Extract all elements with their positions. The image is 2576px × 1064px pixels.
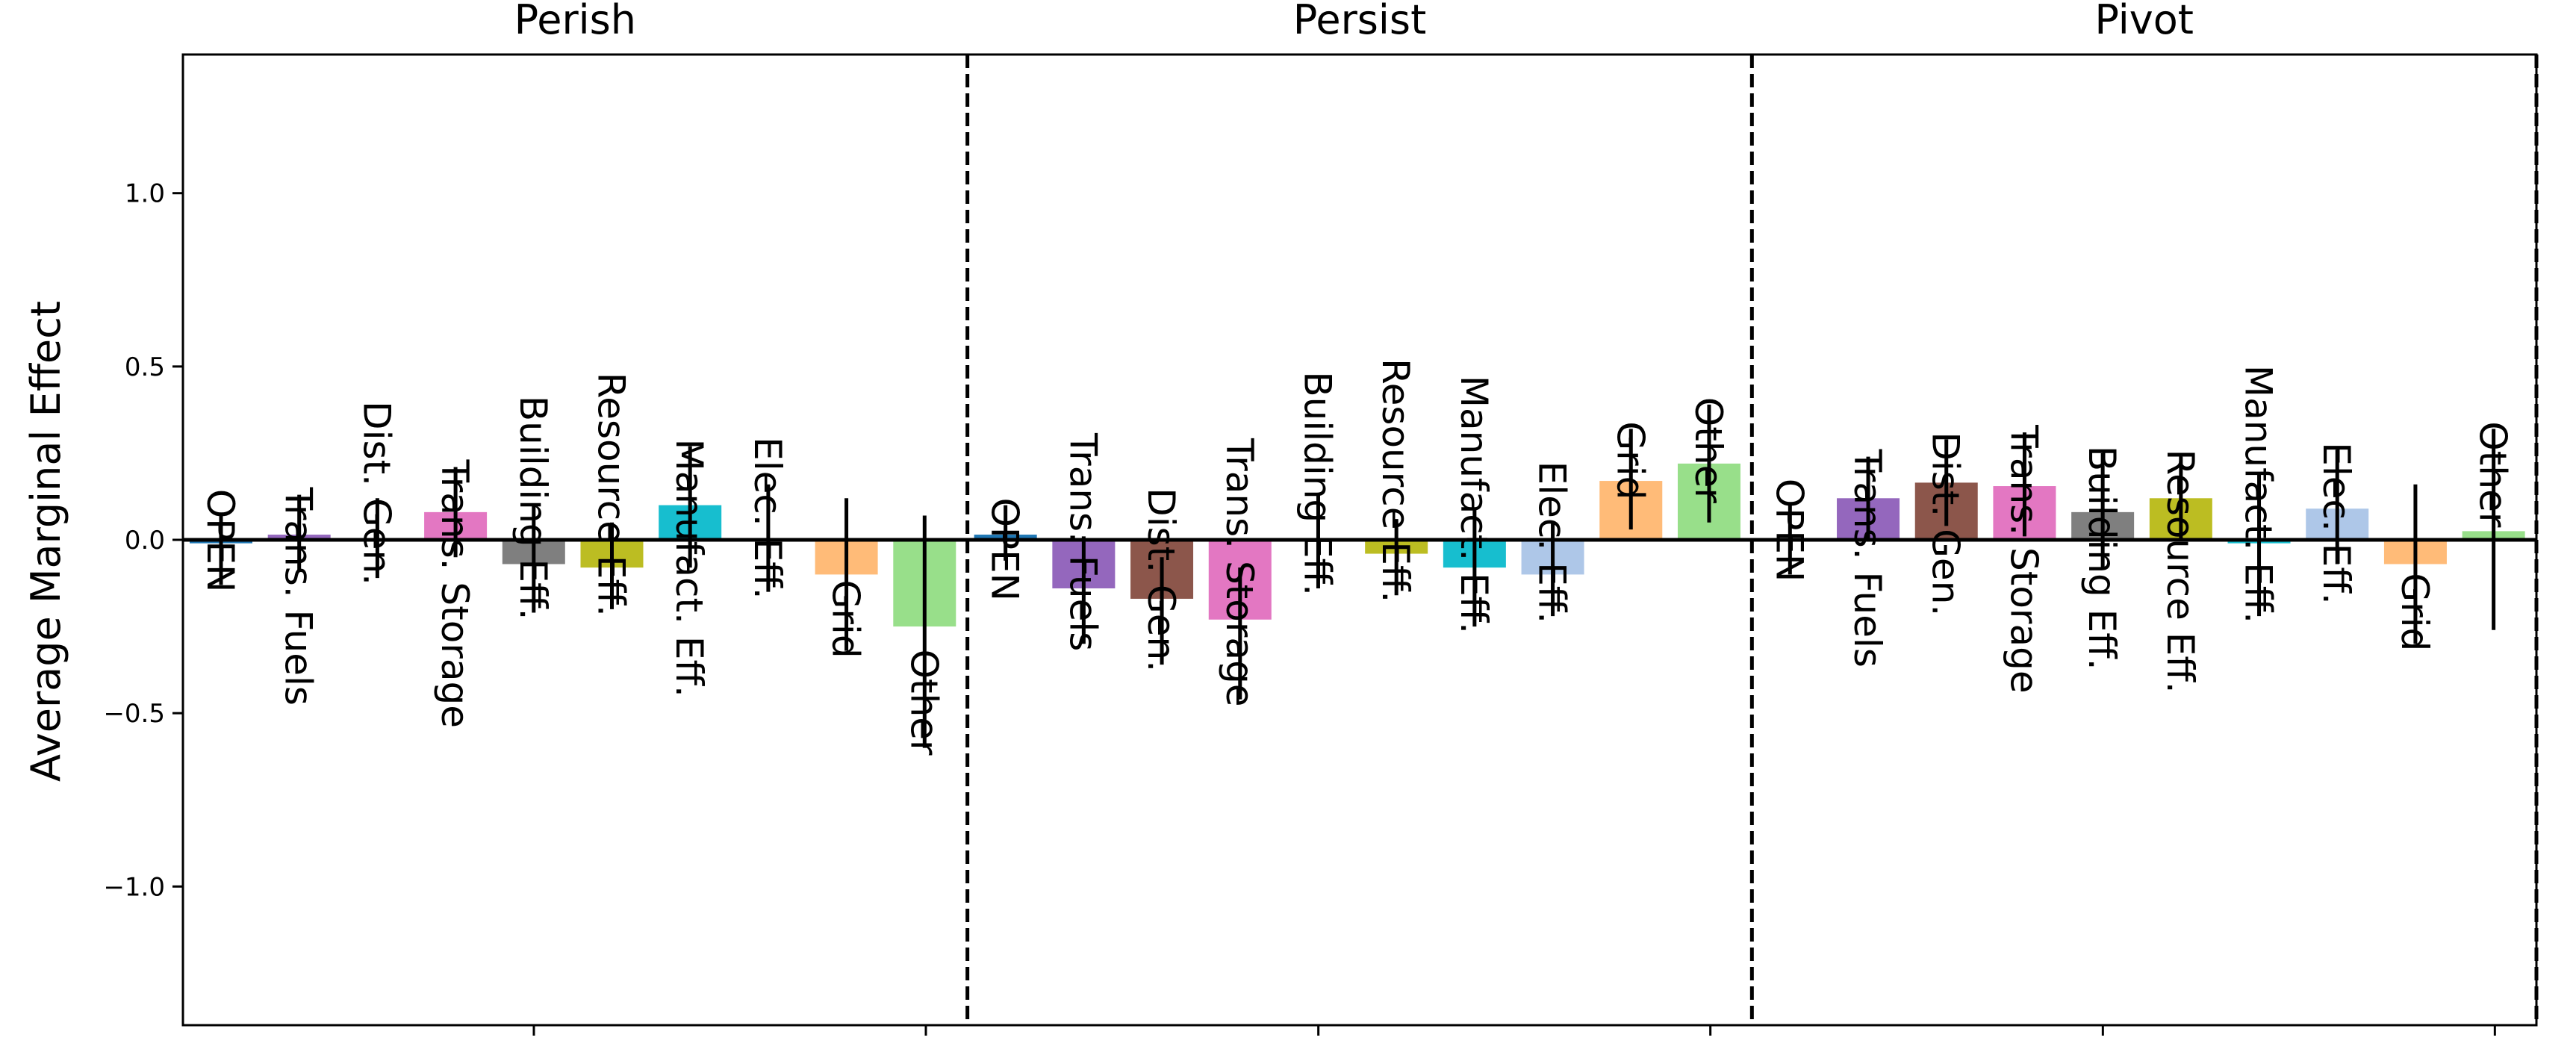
bar-label-persist-grid: Grid	[1608, 421, 1652, 500]
bar-labels-layer: OPEN Trans. Fuels Dist. Gen. Trans. Storage…	[199, 358, 2515, 756]
bar-label-persist-building-eff: Building Eff.	[1295, 371, 1339, 596]
bar-label-pivot-dist-gen: Dist. Gen.	[1924, 432, 1967, 616]
bar-label-pivot-elec-eff: Elec. Eff.	[2315, 442, 2358, 604]
group-title-perish: Perish	[514, 0, 636, 43]
bar-label-perish-trans-storage: Trans. Storage	[433, 459, 476, 729]
bar-label-pivot-open: OPEN	[1767, 479, 1811, 582]
bar-label-persist-resource-eff: Resource Eff.	[1374, 358, 1417, 603]
bar-label-perish-dist-gen: Dist. Gen.	[355, 401, 398, 585]
bar-label-persist-manufact-eff: Manufact. Eff.	[1452, 376, 1496, 634]
bar-label-persist-open: OPEN	[983, 498, 1027, 602]
bar-label-perish-manufact-eff: Manufact. Eff.	[668, 439, 711, 697]
bar-label-perish-building-eff: Building Eff.	[511, 396, 555, 620]
axes-layer: Perish Persist Pivot 1.0 0.5 0.0 −0.5 −1.0	[103, 0, 2539, 1036]
bar-label-persist-trans-storage: Trans. Storage	[1218, 438, 1261, 707]
bar-label-persist-elec-eff: Elec. Eff.	[1531, 461, 1574, 623]
bar-label-perish-grid: Grid	[824, 580, 868, 659]
bar-label-persist-trans-fuels: Trans. Fuels	[1061, 432, 1104, 651]
group-title-persist: Persist	[1293, 0, 1427, 43]
y-tick-label: −1.0	[103, 872, 165, 902]
bar-label-pivot-manufact-eff: Manufact. Eff.	[2237, 365, 2280, 623]
bar-label-pivot-grid: Grid	[2393, 573, 2436, 651]
bar-label-persist-dist-gen: Dist. Gen.	[1139, 488, 1183, 672]
bar-label-perish-other: Other	[902, 650, 945, 756]
bar-label-perish-elec-eff: Elec. Eff.	[746, 437, 789, 599]
bar-label-pivot-trans-storage: Trans. Storage	[2002, 424, 2045, 694]
y-tick-label: 0.5	[125, 352, 165, 382]
y-axis-label: Average Marginal Effect	[22, 301, 69, 782]
bar-label-persist-other: Other	[1687, 397, 1730, 503]
error-bars-layer	[219, 404, 2496, 748]
bar-label-perish-resource-eff: Resource Eff.	[590, 373, 633, 617]
y-tick-label: 1.0	[125, 179, 165, 209]
bar-label-perish-trans-fuels: Trans. Fuels	[277, 487, 320, 706]
y-tick-label: 0.0	[125, 526, 165, 556]
bar-label-pivot-trans-fuels: Trans. Fuels	[1846, 449, 1889, 668]
group-title-pivot: Pivot	[2094, 0, 2194, 43]
bar-label-pivot-building-eff: Building Eff.	[2080, 446, 2124, 671]
bar-label-pivot-resource-eff: Resource Eff.	[2159, 449, 2202, 694]
bar-label-pivot-other: Other	[2471, 421, 2515, 527]
y-tick-label: −0.5	[103, 699, 165, 729]
